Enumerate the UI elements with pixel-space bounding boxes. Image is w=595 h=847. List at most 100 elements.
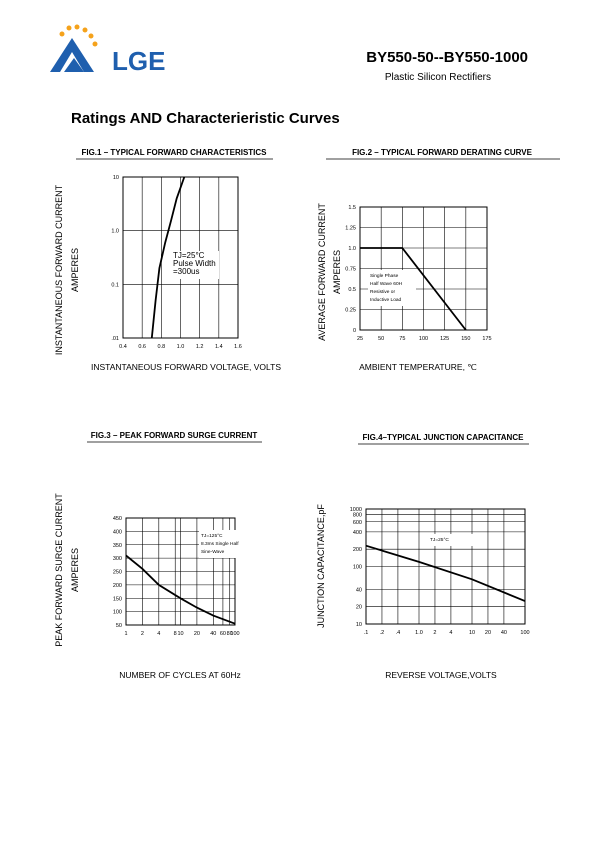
x-tick-label: 10 (469, 630, 475, 636)
y-tick-label: 200 (353, 547, 362, 553)
chart-title: FIG.1 – TYPICAL FORWARD CHARACTERISTICS (81, 148, 267, 157)
y-tick-label: 300 (113, 556, 122, 562)
x-tick-label: 175 (482, 336, 491, 342)
x-tick-label: 0.6 (138, 344, 146, 350)
curve (365, 544, 526, 602)
annotation-box (428, 534, 476, 546)
x-tick-label: 1.2 (196, 344, 204, 350)
y-tick-label: 0.1 (111, 282, 119, 288)
annotation: TJ=25°C (430, 537, 449, 543)
x-tick-label: 2 (141, 631, 144, 637)
x-tick-label: 10 (177, 631, 183, 637)
annotation: Inductive Load (370, 297, 402, 303)
y-tick-label: 100 (353, 565, 362, 571)
y-axis-label: AMPERES (70, 248, 80, 292)
y-tick-label: 600 (353, 520, 362, 526)
y-axis-label: AMPERES (70, 548, 80, 592)
y-axis-label: AVERAGE FORWARD CURRENT (317, 203, 327, 341)
x-tick-label: 8 (174, 631, 177, 637)
x-tick-label: 4 (449, 630, 452, 636)
y-tick-label: 10 (113, 175, 119, 181)
x-tick-label: 80 (227, 631, 233, 637)
x-tick-label: 40 (210, 631, 216, 637)
x-tick-label: 60 (220, 631, 226, 637)
x-tick-label: 100 (230, 631, 239, 637)
y-tick-label: 400 (353, 530, 362, 536)
y-tick-label: .01 (111, 336, 119, 342)
curve (150, 176, 186, 339)
y-tick-label: 50 (116, 623, 122, 629)
x-tick-label: 25 (357, 336, 363, 342)
y-tick-label: 400 (113, 529, 122, 535)
y-tick-label: 350 (113, 543, 122, 549)
y-tick-label: 1.25 (345, 226, 356, 232)
x-tick-label: 0.4 (119, 344, 127, 350)
annotation: TJ=25°C (173, 251, 205, 260)
chart-title: FIG.2 – TYPICAL FORWARD DERATING CURVE (352, 148, 533, 157)
y-tick-label: 10 (356, 622, 362, 628)
x-tick-label: 125 (440, 336, 449, 342)
y-tick-label: 200 (113, 583, 122, 589)
x-tick-label: 0.8 (158, 344, 166, 350)
doc-subtitle: Plastic Silicon Rectifiers (385, 72, 491, 83)
annotation: Resistive or (370, 289, 395, 295)
annotation-box (199, 530, 247, 558)
y-tick-label: 800 (353, 513, 362, 519)
y-axis-label: PEAK FORWARD SURGE CURRENT (54, 493, 64, 647)
annotation: Single Phase (370, 273, 399, 279)
x-tick-label: 1 (124, 631, 127, 637)
annotation: Half Wave 60H (370, 281, 403, 287)
annotation: Sine-Wave (201, 549, 225, 555)
x-axis-label: INSTANTANEOUS FORWARD VOLTAGE, VOLTS (91, 362, 281, 372)
chart-title: FIG.4–TYPICAL JUNCTION CAPACITANCE (363, 433, 525, 442)
x-tick-label: 40 (501, 630, 507, 636)
y-tick-label: 1.0 (348, 246, 356, 252)
x-tick-label: 4 (157, 631, 160, 637)
x-tick-label: 20 (194, 631, 200, 637)
y-tick-label: 20 (356, 605, 362, 611)
x-axis-label: NUMBER OF CYCLES AT 60Hz (119, 670, 241, 680)
x-tick-label: 1.6 (234, 344, 242, 350)
logo: LGE (50, 24, 165, 76)
x-axis-label: REVERSE VOLTAGE,VOLTS (385, 670, 497, 680)
x-axis-label: AMBIENT TEMPERATURE, ℃ (359, 362, 477, 372)
annotation: TJ=125°C (201, 533, 223, 539)
y-tick-label: 450 (113, 516, 122, 522)
x-tick-label: 1.0 (177, 344, 185, 350)
annotation: =300us (173, 267, 199, 276)
x-tick-label: 1.0 (415, 630, 423, 636)
x-tick-label: 50 (378, 336, 384, 342)
y-tick-label: 0.75 (345, 267, 356, 273)
x-tick-label: 100 (419, 336, 428, 342)
doc-title: BY550-50--BY550-1000 (366, 49, 528, 66)
annotation: Pulse Width (173, 259, 216, 268)
y-tick-label: 1000 (350, 507, 362, 513)
x-tick-label: 75 (399, 336, 405, 342)
curve (125, 554, 236, 625)
section-title: Ratings AND Characterieristic Curves (71, 110, 340, 127)
y-tick-label: 0 (353, 328, 356, 334)
x-tick-label: .2 (380, 630, 385, 636)
x-tick-label: .4 (396, 630, 401, 636)
x-tick-label: .1 (364, 630, 369, 636)
annotation: 8.3ms Single Half (201, 541, 239, 547)
curve (360, 247, 467, 331)
x-tick-label: 150 (461, 336, 470, 342)
x-tick-label: 1.4 (215, 344, 223, 350)
y-tick-label: 0.25 (345, 308, 356, 314)
y-axis-label: AMPERES (332, 250, 342, 294)
y-tick-label: 250 (113, 570, 122, 576)
x-tick-label: 20 (485, 630, 491, 636)
y-tick-label: 0.5 (348, 287, 356, 293)
y-tick-label: 1.5 (348, 205, 356, 211)
x-tick-label: 2 (433, 630, 436, 636)
y-axis-label: JUNCTION CAPACITANCE,pF (316, 504, 326, 628)
y-axis-label: INSTANTANEOUS FORWARD CURRENT (54, 184, 64, 355)
annotation-box (171, 251, 219, 279)
annotation-box (368, 270, 416, 306)
x-tick-label: 100 (520, 630, 529, 636)
y-tick-label: 1.0 (111, 229, 119, 235)
y-tick-label: 150 (113, 596, 122, 602)
y-tick-label: 100 (113, 610, 122, 616)
